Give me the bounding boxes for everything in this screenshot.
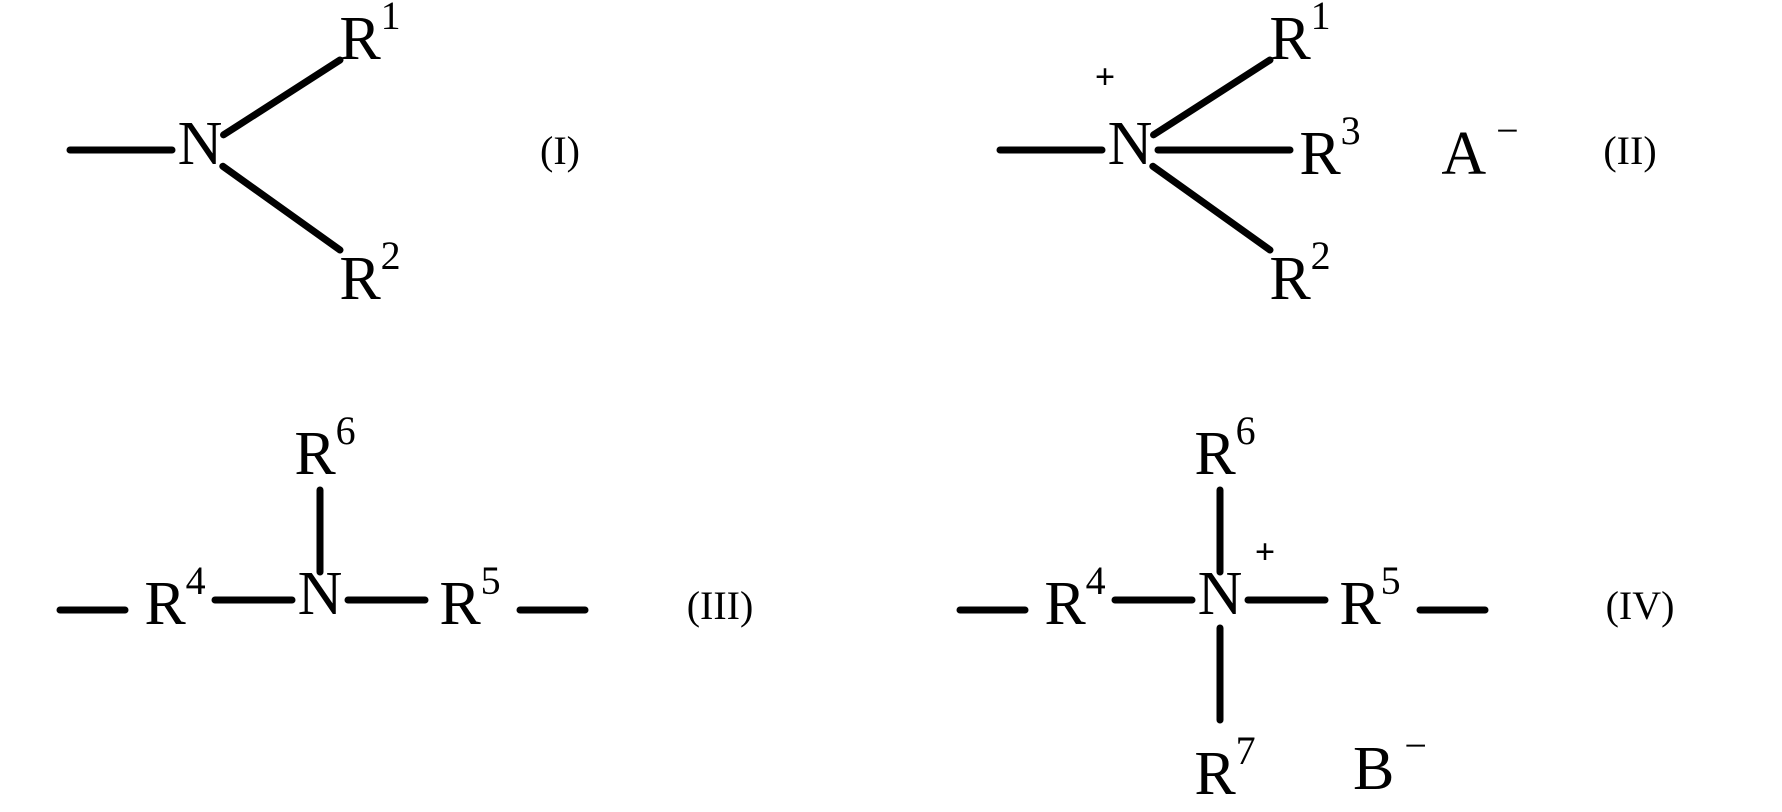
label-R1: R1 xyxy=(1269,0,1330,73)
label-R4: R4 xyxy=(1044,558,1105,638)
structure-II: N R1 R3 R2 + A − (II) xyxy=(1000,0,1657,313)
structure-label-II: (II) xyxy=(1603,128,1656,173)
label-R3: R3 xyxy=(1299,108,1360,188)
atom-N: N xyxy=(178,110,223,178)
structure-label-IV: (IV) xyxy=(1606,583,1675,628)
bond xyxy=(224,60,340,135)
label-R6: R6 xyxy=(294,408,355,488)
label-R7: R7 xyxy=(1194,728,1255,808)
charge-plus: + xyxy=(1095,56,1116,96)
atom-N: N xyxy=(1108,110,1153,178)
label-R4: R4 xyxy=(144,558,205,638)
chemical-structures-figure: NR1R2(I)NR1R3R2+A −(II)NR6R4R5(III)NR6R4… xyxy=(0,0,1782,812)
structure-III: NR6R4R5(III) xyxy=(60,408,753,638)
label-R1: R1 xyxy=(339,0,400,73)
structure-I: N R1 R2 (I) xyxy=(70,0,580,313)
label-R2: R2 xyxy=(339,233,400,313)
label-R2: R2 xyxy=(1269,233,1330,313)
structure-IV: NR6R4R5R7+B −(IV) xyxy=(960,408,1674,808)
structure-label-III: (III) xyxy=(687,583,754,628)
bond xyxy=(1154,60,1270,135)
charge-plus: + xyxy=(1255,531,1276,571)
label-R6: R6 xyxy=(1194,408,1255,488)
label-R5: R5 xyxy=(1339,558,1400,638)
structure-label-I: (I) xyxy=(540,128,580,173)
bond xyxy=(223,166,340,250)
bond xyxy=(1153,166,1270,250)
label-R5: R5 xyxy=(439,558,500,638)
counterion-A: A − xyxy=(1441,108,1518,188)
counterion-B: B − xyxy=(1353,723,1427,803)
